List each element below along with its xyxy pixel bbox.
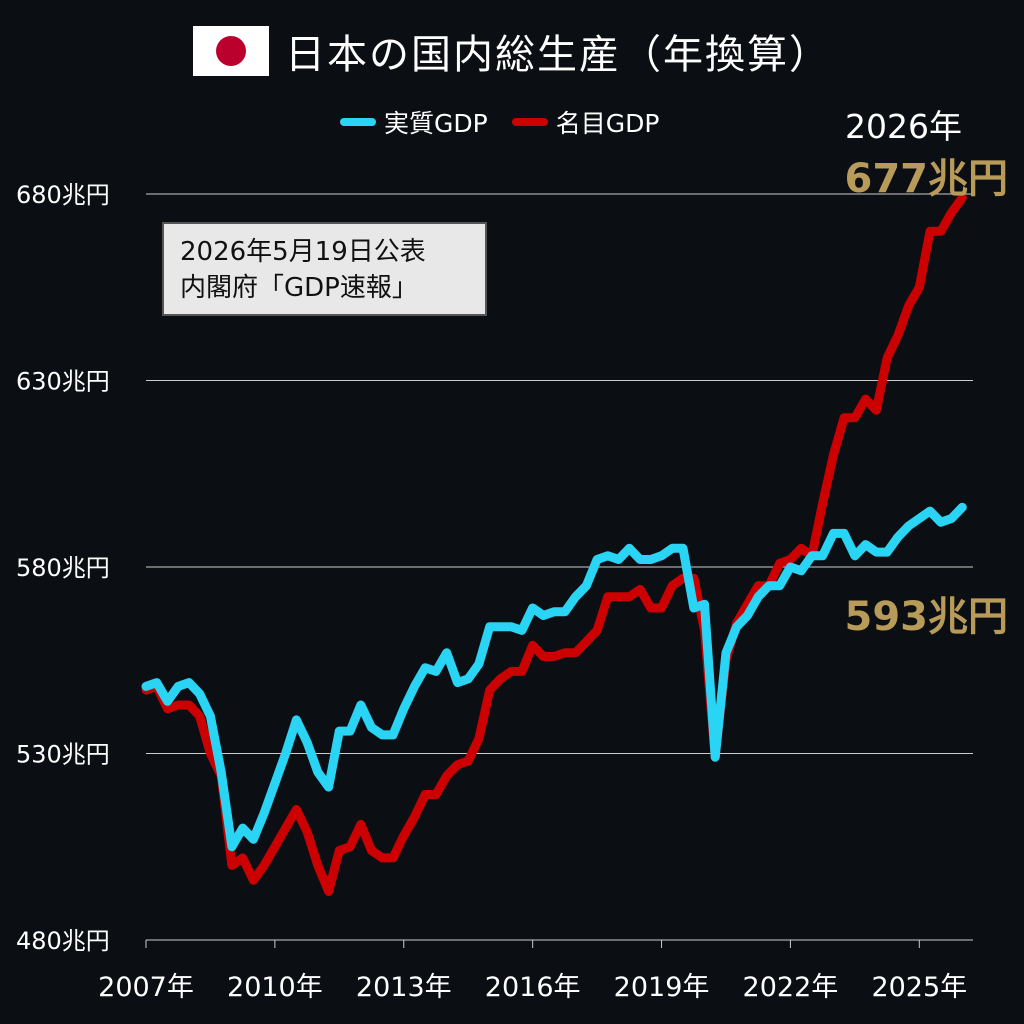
y-tick-label: 480兆円 — [16, 927, 110, 955]
x-tick-label: 2013年 — [356, 972, 452, 1003]
source-box: 2026年5月19日公表 内閣府「GDP速報」 — [162, 222, 487, 316]
series-line-real-gdp — [141, 502, 967, 852]
series-line-nominal-gdp — [141, 193, 967, 896]
x-tick-label: 2007年 — [98, 972, 194, 1003]
x-tick-label: 2022年 — [743, 972, 839, 1003]
title-bar: 日本の国内総生産（年換算） — [0, 22, 1024, 80]
annotation-year: 2026年 — [845, 107, 962, 146]
legend-label-nominal: 名目GDP — [555, 109, 660, 138]
y-tick-label: 680兆円 — [16, 181, 110, 209]
legend-swatch-nominal — [511, 118, 548, 126]
legend: 実質GDP 名目GDP — [340, 104, 673, 140]
chart-title: 日本の国内総生産（年換算） — [285, 32, 831, 78]
x-tick-label: 2016年 — [485, 972, 581, 1003]
x-tick-label: 2019年 — [614, 972, 710, 1003]
x-tick-label: 2010年 — [227, 972, 323, 1003]
legend-item-real: 実質GDP — [340, 104, 488, 140]
x-tick-label: 2025年 — [871, 972, 967, 1003]
y-tick-label: 530兆円 — [16, 741, 110, 769]
legend-label-real: 実質GDP — [384, 109, 488, 138]
legend-swatch-real — [340, 118, 376, 126]
y-tick-label: 580兆円 — [16, 554, 110, 582]
annotation-nominal-value: 677兆円 — [844, 156, 1009, 202]
japan-flag-icon — [193, 26, 269, 76]
source-org: 内閣府「GDP速報」 — [180, 273, 418, 303]
annotation-real-value: 593兆円 — [844, 594, 1009, 640]
y-tick-label: 630兆円 — [16, 368, 110, 396]
source-date: 2026年5月19日公表 — [180, 237, 426, 267]
legend-item-nominal: 名目GDP — [511, 104, 660, 140]
